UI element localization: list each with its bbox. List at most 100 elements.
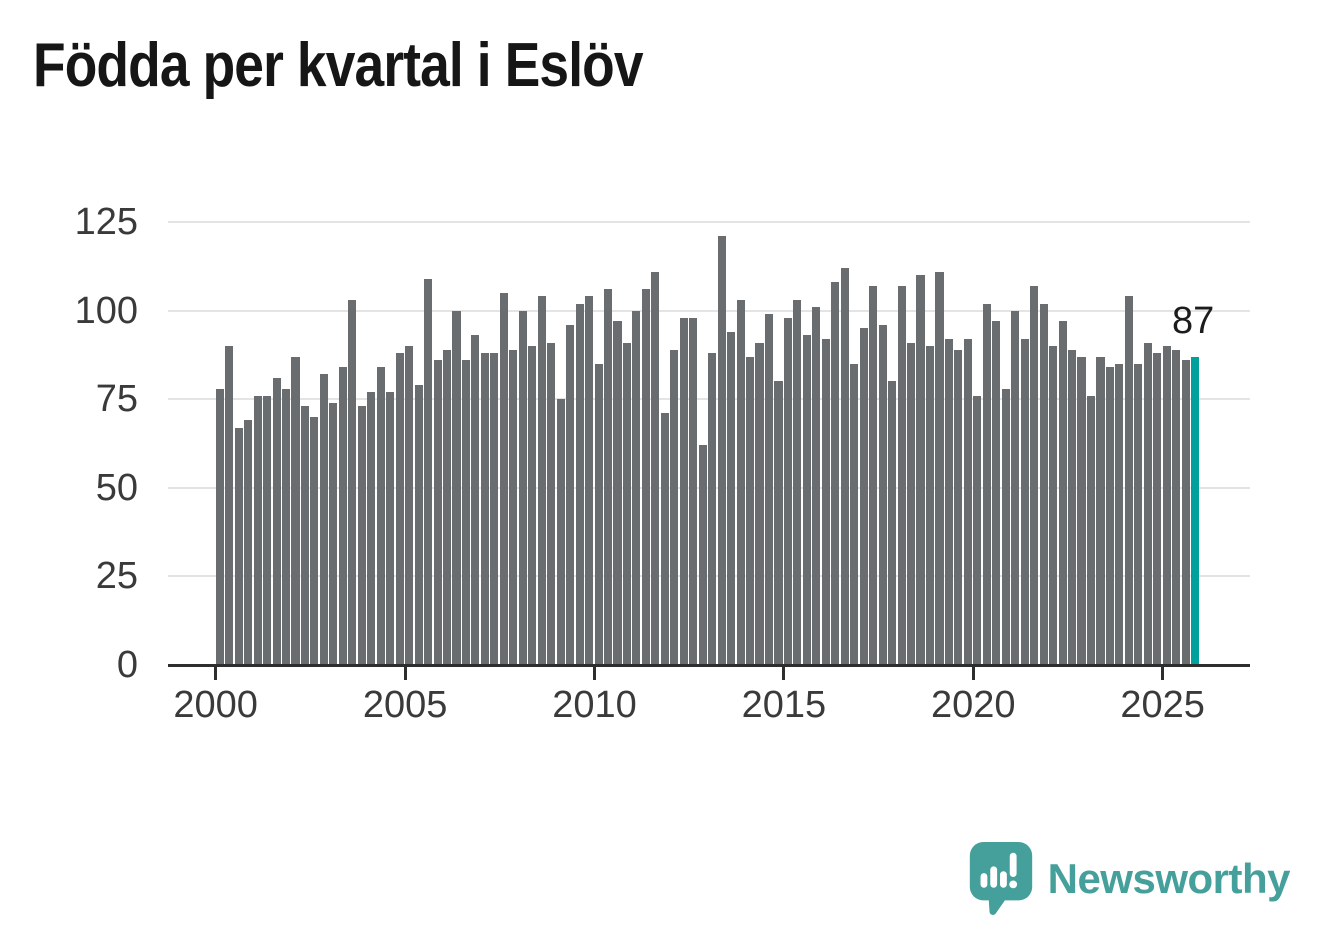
- branding-footer: Newsworthy: [968, 841, 1291, 917]
- bar-quarter: [357, 406, 366, 665]
- bar-quarter: [679, 317, 688, 665]
- branding-name: Newsworthy: [1047, 855, 1291, 902]
- bar-quarter: [480, 353, 489, 665]
- bar-quarter: [660, 413, 669, 665]
- plot-area: [168, 221, 1250, 665]
- bar-quarter: [632, 310, 641, 665]
- newsworthy-chart-bubble-icon: [969, 841, 1032, 915]
- bar-quarter: [433, 360, 442, 665]
- bar-quarter: [764, 314, 774, 665]
- gridline-125: [168, 221, 1250, 223]
- bar-quarter: [793, 299, 802, 665]
- x-axis-tick-2010: [593, 667, 596, 680]
- bar-quarter: [348, 299, 357, 665]
- bar-quarter: [869, 285, 878, 665]
- y-axis-tick-label-75: 75: [95, 378, 138, 421]
- bar-quarter: [338, 367, 347, 665]
- bar-quarter: [774, 381, 783, 665]
- x-axis-tick-2005: [403, 667, 407, 680]
- bar-quarter: [1172, 349, 1181, 665]
- bar-quarter: [698, 445, 707, 665]
- y-axis-tick-label-0: 0: [116, 644, 138, 686]
- bar-quarter: [603, 289, 613, 665]
- bar-quarter: [367, 392, 376, 665]
- bar-quarter: [641, 289, 650, 665]
- bar-quarter: [575, 303, 584, 665]
- bar-quarter: [982, 303, 991, 665]
- y-axis-tick-label-125: 125: [74, 201, 138, 243]
- bar-quarter: [225, 346, 234, 665]
- bar-quarter: [471, 335, 480, 665]
- x-axis-tick-label-2015: 2015: [741, 684, 827, 726]
- bar-quarter: [850, 363, 859, 665]
- bar-quarter: [386, 392, 395, 665]
- bar-quarter: [1068, 349, 1077, 665]
- bar-quarter: [1124, 296, 1133, 665]
- bar-quarter: [1143, 342, 1152, 665]
- bar-quarter: [376, 367, 385, 665]
- bar-quarter: [708, 353, 717, 665]
- bar-quarter: [537, 296, 546, 665]
- bar-quarter: [670, 349, 679, 665]
- chart-title: Födda per kvartal i Eslöv: [33, 31, 644, 100]
- bar-highlighted-latest-quarter: [1191, 356, 1200, 665]
- bar-quarter: [736, 299, 745, 665]
- x-axis-tick-2020: [971, 667, 975, 680]
- bar-quarter: [802, 335, 811, 665]
- bar-quarter: [1181, 360, 1190, 665]
- bar-quarter: [272, 377, 281, 665]
- x-axis-line: [168, 664, 1250, 667]
- bar-quarter: [1020, 338, 1029, 665]
- bar-quarter: [613, 321, 622, 665]
- bar-quarter: [963, 338, 972, 665]
- bar-quarter: [405, 346, 414, 665]
- bar-quarter: [518, 310, 527, 665]
- bar-quarter: [622, 342, 631, 665]
- bar-quarter: [329, 402, 338, 665]
- bar-quarter: [973, 395, 982, 665]
- bar-quarter: [547, 342, 556, 665]
- bar-quarter: [783, 317, 792, 665]
- x-axis-tick-label-2020: 2020: [931, 684, 1016, 726]
- bar-quarter: [727, 331, 736, 665]
- bar-quarter: [916, 275, 925, 665]
- bar-quarter: [1058, 321, 1067, 665]
- bar-quarter: [442, 349, 452, 665]
- bar-quarter: [954, 349, 963, 665]
- bar-quarter: [1086, 395, 1096, 665]
- bar-quarter: [1011, 310, 1020, 665]
- bar-quarter: [859, 328, 868, 665]
- bar-quarter: [556, 399, 565, 665]
- bar-quarter: [1077, 356, 1086, 665]
- y-axis-tick-label-25: 25: [95, 555, 138, 598]
- bar-quarter: [689, 317, 698, 665]
- bar-quarter: [1115, 363, 1124, 665]
- bar-quarter: [509, 349, 518, 665]
- bar-quarter: [1162, 346, 1171, 665]
- bar-quarter: [1039, 303, 1048, 665]
- bar-quarter: [490, 353, 499, 665]
- bar-quarter: [1030, 285, 1039, 665]
- bar-quarter: [925, 346, 935, 665]
- bar-quarter: [1001, 388, 1010, 665]
- y-axis-tick-label-100: 100: [74, 289, 138, 332]
- x-axis-tick-label-2025: 2025: [1120, 684, 1205, 726]
- bar-quarter: [253, 395, 262, 665]
- bar-quarter: [1049, 346, 1058, 665]
- bar-quarter: [831, 282, 840, 665]
- bar-quarter: [461, 360, 470, 665]
- bar-quarter: [888, 381, 897, 665]
- bar-quarter: [215, 388, 224, 665]
- y-axis-tick-label-50: 50: [95, 466, 138, 509]
- bar-quarter: [651, 271, 660, 665]
- bar-quarter: [907, 342, 916, 665]
- bar-quarter: [821, 338, 830, 665]
- bar-quarter: [1134, 363, 1143, 665]
- x-axis-tick-2015: [782, 667, 786, 680]
- bar-quarter: [585, 296, 594, 665]
- bar-quarter: [1153, 353, 1162, 665]
- last-bar-value-label: 87: [1172, 300, 1215, 342]
- x-axis-tick-2025: [1161, 667, 1165, 680]
- bar-quarter: [319, 374, 328, 665]
